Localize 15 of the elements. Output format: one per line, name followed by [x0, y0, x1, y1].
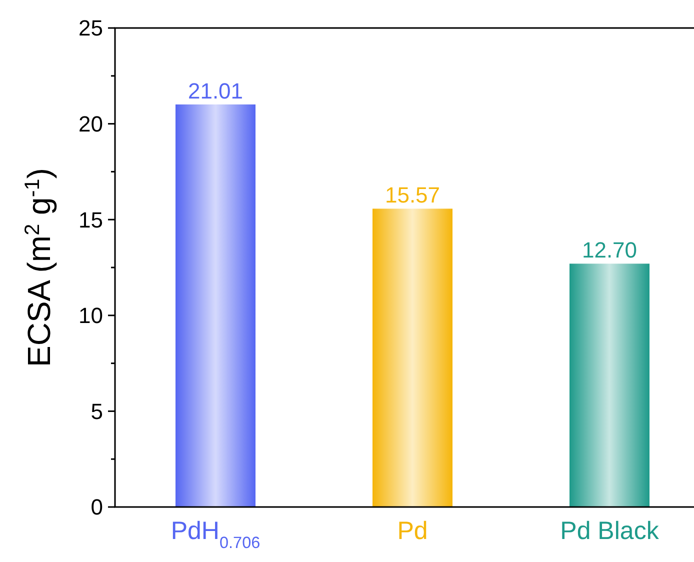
y-tick-label: 5	[90, 398, 103, 424]
x-tick-label: Pd Black	[560, 517, 660, 545]
y-tick-label: 10	[78, 303, 103, 328]
data-label: 12.70	[582, 238, 638, 263]
y-tick-label: 20	[78, 112, 103, 136]
x-tick-label: Pd	[397, 517, 428, 545]
bar	[176, 104, 256, 507]
bar	[570, 264, 650, 507]
y-tick-label: 0	[90, 494, 103, 520]
y-tick-label: 15	[78, 207, 103, 232]
y-tick-label: 25	[78, 16, 103, 41]
x-tick-label: PdH$_{0.706}$	[170, 517, 260, 552]
data-label: 15.57	[384, 182, 440, 208]
data-label: 21.01	[188, 78, 244, 104]
bar	[372, 208, 452, 507]
